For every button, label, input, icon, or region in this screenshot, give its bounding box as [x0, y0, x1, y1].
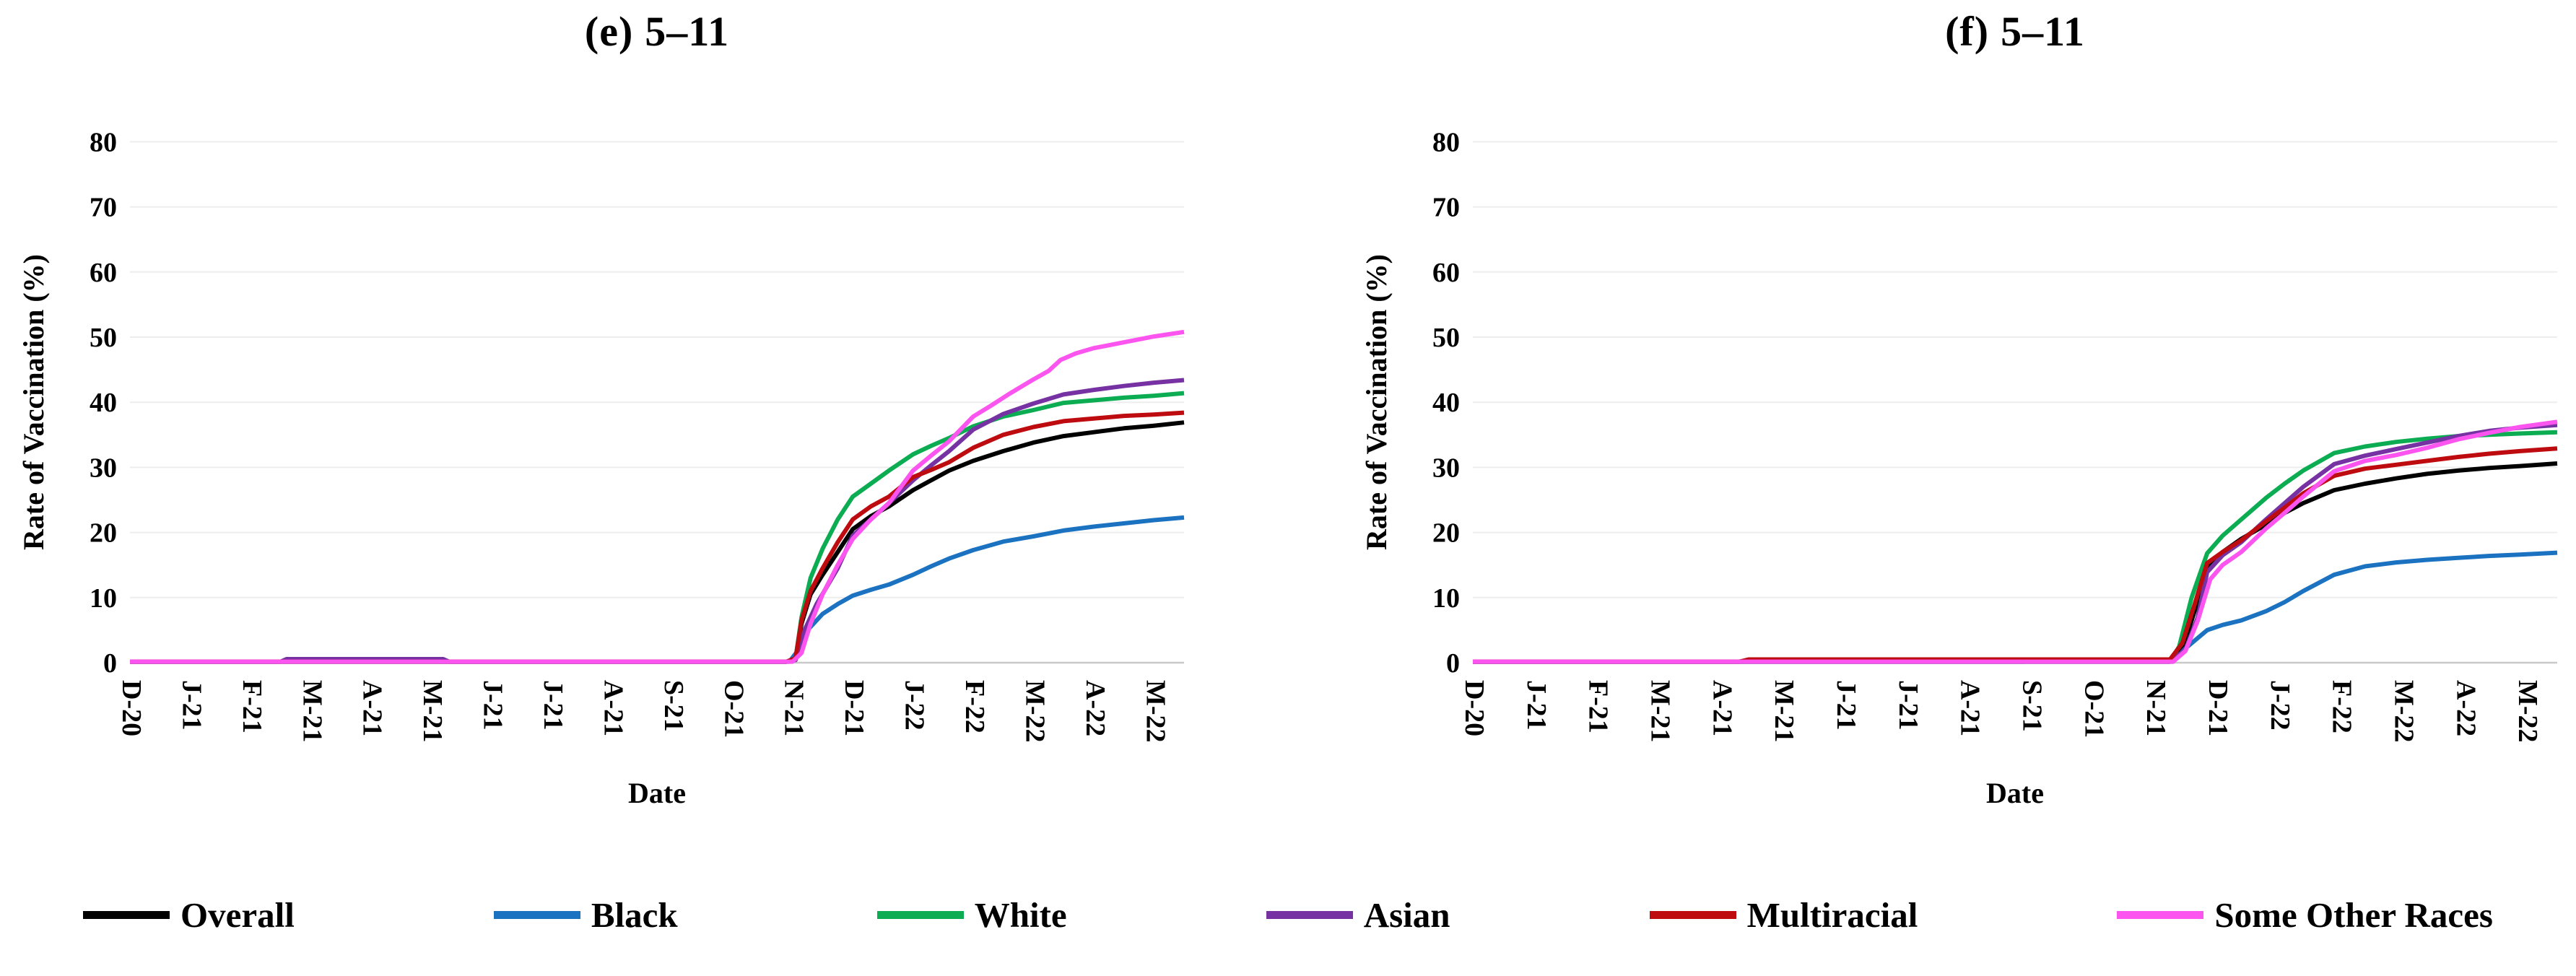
- y-tick-label: 60: [1432, 258, 1460, 288]
- chart-title-marker-e: (e): [584, 8, 634, 55]
- x-tick-label: M-22: [2512, 680, 2543, 743]
- y-tick-label: 30: [1432, 453, 1460, 483]
- x-tick-label: F-22: [960, 680, 990, 733]
- x-tick-label: J-22: [900, 680, 930, 731]
- x-tick-label: J-21: [1521, 680, 1552, 731]
- legend-swatch-some-other-races: [2117, 910, 2204, 919]
- chart-panel-e: (e) 5–11 0 10 20 30 40 50 60 70 80 D-20 J-21 F-21 M-2…: [0, 0, 1288, 852]
- x-tick-label: O-21: [2079, 680, 2109, 738]
- series-line-asian: [1473, 422, 2558, 664]
- y-tick-label: 50: [1432, 323, 1460, 353]
- series-line-black: [1473, 550, 2558, 664]
- chart-plot-f: 0 10 20 30 40 50 60 70 80 D-20 J-21 F-21 M-21 A-21 M-2…: [1360, 127, 2558, 809]
- x-tick-label: S-21: [2016, 680, 2047, 732]
- x-tick-label: A-22: [2450, 680, 2481, 736]
- legend-swatch-multiracial: [1649, 910, 1736, 919]
- chart-plot-e: 0 10 20 30 40 50 60 70 80 D-20 J-21 F-21 M-21 A-21 M-2…: [17, 127, 1185, 809]
- x-tick-label: J-21: [478, 680, 508, 731]
- x-tick-label: M-22: [2388, 680, 2419, 743]
- legend-swatch-asian: [1266, 910, 1353, 919]
- y-tick-label: 80: [1432, 127, 1460, 157]
- legend-label-some-other-races: Some Other Races: [2214, 894, 2493, 935]
- y-tick-label: 80: [90, 127, 117, 157]
- legend-item-some-other-races: Some Other Races: [2117, 894, 2493, 936]
- x-tick-label: F-21: [1583, 680, 1614, 733]
- x-tick-label: M-22: [1140, 680, 1170, 743]
- y-tick-label: 40: [90, 388, 117, 418]
- x-tick-label: J-21: [1831, 680, 1861, 731]
- legend-label-asian: Asian: [1363, 894, 1450, 935]
- x-tick-label: J-21: [1893, 680, 1923, 731]
- legend-label-overall: Overall: [180, 894, 295, 935]
- series-line-some-other-races: [130, 329, 1185, 664]
- legend-label-black: Black: [591, 894, 678, 935]
- y-tick-label: 70: [90, 193, 117, 223]
- x-tick-label: N-21: [2141, 680, 2171, 736]
- y-tick-label: 50: [90, 323, 117, 353]
- y-tick-label: 60: [90, 258, 117, 288]
- legend-item-overall: Overall: [83, 894, 295, 936]
- x-tick-label: A-21: [357, 680, 388, 736]
- y-axis-title: Rate of Vaccination (%): [1360, 254, 1393, 550]
- x-axis-title: Date: [628, 777, 686, 809]
- legend-item-black: Black: [493, 894, 678, 936]
- y-tick-label: 10: [1432, 583, 1460, 614]
- series-line-multiracial: [130, 410, 1185, 664]
- legend: Overall Black White Asian Multiracial Some Ot…: [83, 875, 2493, 954]
- x-tick-label: M-21: [297, 680, 327, 743]
- chart-title-text-f: 5–11: [2001, 8, 2085, 55]
- x-tick-label: D-21: [839, 680, 869, 736]
- x-tick-label: S-21: [658, 680, 689, 732]
- y-tick-label: 20: [90, 518, 117, 549]
- x-tick-label: F-22: [2327, 680, 2357, 733]
- legend-label-multiracial: Multiracial: [1746, 894, 1918, 935]
- y-tick-label: 10: [90, 583, 117, 614]
- x-tick-label: J-21: [538, 680, 568, 731]
- chart-title-f: (f) 5–11: [1582, 7, 2448, 56]
- x-tick-label: D-20: [1459, 680, 1489, 736]
- x-tick-label: A-21: [1707, 680, 1737, 736]
- y-axis-title: Rate of Vaccination (%): [17, 254, 50, 550]
- legend-item-multiracial: Multiracial: [1649, 894, 1918, 936]
- series-line-white: [130, 391, 1185, 664]
- x-tick-label: J-22: [2265, 680, 2295, 731]
- x-tick-label: M-21: [1769, 680, 1799, 743]
- y-tick-label: 0: [1446, 648, 1460, 679]
- x-tick-label: D-20: [116, 680, 147, 736]
- x-tick-label: A-21: [598, 680, 628, 736]
- series-line-asian: [130, 378, 1185, 664]
- x-tick-label: N-21: [779, 680, 809, 736]
- legend-swatch-white: [876, 910, 964, 919]
- x-tick-label: F-21: [237, 680, 267, 733]
- chart-title-marker-f: (f): [1945, 8, 1990, 55]
- y-tick-label: 30: [90, 453, 117, 483]
- series-line-multiracial: [1473, 446, 2558, 664]
- x-axis-title: Date: [1986, 777, 2044, 809]
- x-tick-label: M-21: [1645, 680, 1675, 743]
- y-tick-label: 40: [1432, 388, 1460, 418]
- chart-panel-f: (f) 5–11 0 10 20 30 40 50 60 70 80 D-20 J-21 F-21 M-2…: [1288, 0, 2576, 852]
- chart-title-text-e: 5–11: [645, 8, 730, 55]
- x-tick-label: M-21: [417, 680, 448, 743]
- legend-item-asian: Asian: [1266, 894, 1450, 936]
- x-tick-label: D-21: [2203, 680, 2233, 736]
- y-tick-label: 20: [1432, 518, 1460, 549]
- legend-swatch-black: [493, 910, 580, 919]
- legend-label-white: White: [974, 894, 1067, 935]
- x-tick-label: A-22: [1080, 680, 1110, 736]
- legend-swatch-overall: [83, 910, 170, 919]
- chart-title-e: (e) 5–11: [224, 7, 1090, 56]
- legend-item-white: White: [876, 894, 1067, 936]
- series-line-overall: [130, 420, 1185, 664]
- x-tick-label: M-22: [1019, 680, 1050, 743]
- x-tick-label: J-21: [176, 680, 206, 731]
- series-line-black: [130, 515, 1185, 664]
- y-tick-label: 0: [103, 648, 117, 679]
- x-tick-label: O-21: [718, 680, 749, 738]
- series-line-some-other-races: [1473, 419, 2558, 664]
- x-tick-label: A-21: [1955, 680, 1985, 736]
- y-tick-label: 70: [1432, 193, 1460, 223]
